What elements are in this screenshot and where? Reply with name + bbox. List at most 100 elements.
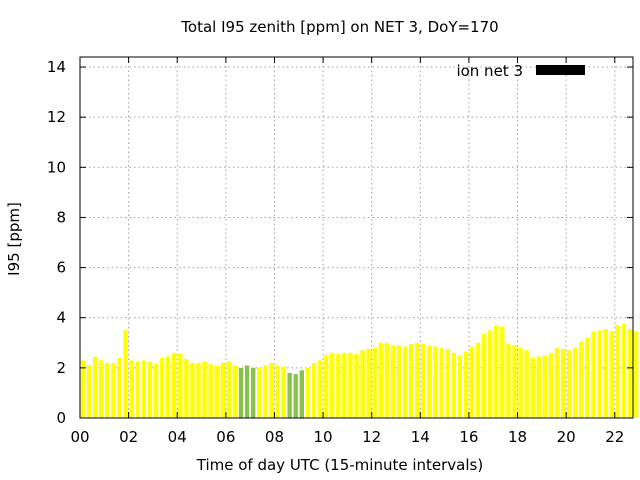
bar (372, 347, 377, 418)
bar (147, 361, 153, 418)
bar (330, 352, 335, 418)
bar (214, 365, 219, 418)
bar (263, 365, 268, 418)
bar (542, 355, 548, 418)
x-tick-label: 16 (459, 428, 478, 446)
bar (524, 350, 529, 418)
bar (579, 341, 584, 418)
x-tick-label: 02 (119, 428, 138, 446)
bar (463, 351, 469, 418)
y-tick-label: 0 (56, 409, 66, 427)
bar (554, 347, 560, 418)
bar (488, 330, 493, 418)
bar (396, 345, 402, 418)
bar (190, 362, 195, 418)
bar (323, 355, 329, 418)
bar (591, 331, 596, 418)
bar (512, 345, 517, 418)
bar (293, 374, 298, 418)
bar (141, 360, 146, 418)
bar (469, 346, 475, 418)
bar (159, 357, 165, 418)
bar (275, 365, 280, 418)
bar (475, 342, 481, 418)
legend: ion net 3 (456, 62, 585, 80)
bar (500, 326, 505, 418)
bar (269, 362, 274, 418)
bars (80, 310, 640, 419)
bar (311, 362, 317, 418)
bar (481, 334, 487, 418)
bar (220, 362, 225, 418)
bar (506, 344, 511, 418)
y-tick-label: 12 (47, 108, 66, 126)
bar (202, 361, 207, 418)
bar (378, 342, 383, 418)
bar (93, 356, 98, 418)
bar (354, 354, 359, 418)
bar (165, 356, 171, 418)
bar (251, 367, 256, 418)
x-tick-label: 14 (411, 428, 430, 446)
chart-title: Total I95 zenith [ppm] on NET 3, DoY=170 (180, 18, 498, 36)
bar (439, 347, 444, 418)
x-tick-label: 00 (70, 428, 89, 446)
bar (621, 323, 627, 418)
y-tick-label: 4 (56, 309, 66, 327)
bar (135, 361, 140, 418)
legend-label: ion net 3 (456, 62, 523, 80)
x-tick-label: 08 (265, 428, 284, 446)
bar (111, 362, 116, 418)
x-tick-label: 12 (362, 428, 381, 446)
bar (244, 365, 250, 418)
bar (633, 331, 639, 418)
plot-frame (79, 56, 634, 419)
x-tick-label: 04 (168, 428, 187, 446)
bar (348, 352, 353, 418)
bar (494, 325, 499, 418)
bar (196, 362, 201, 418)
bar (585, 337, 590, 418)
legend-swatch (536, 65, 585, 75)
bar (238, 367, 244, 418)
bar (597, 330, 602, 418)
bar (603, 329, 608, 418)
bar (409, 344, 414, 418)
x-tick-label: 10 (314, 428, 333, 446)
y-axis-label: I95 [ppm] (5, 202, 23, 276)
bar (305, 367, 311, 418)
bar (360, 350, 365, 418)
bar (518, 347, 523, 418)
bar (402, 346, 408, 418)
bar (433, 346, 438, 418)
bar (105, 362, 110, 418)
y-tick-label: 10 (47, 158, 66, 176)
bar (445, 349, 450, 418)
bar (548, 352, 554, 418)
bar (627, 329, 633, 418)
bar (421, 344, 426, 418)
bar (427, 345, 432, 418)
x-tick-label: 18 (508, 428, 527, 446)
bar (257, 367, 262, 418)
bar (366, 349, 371, 418)
bar (86, 365, 92, 418)
y-tick-label: 6 (56, 259, 66, 277)
bar (281, 366, 286, 418)
bar (117, 357, 122, 418)
bar (415, 342, 420, 418)
bar (178, 354, 183, 418)
bar (573, 347, 578, 418)
bar (208, 364, 213, 418)
bar (80, 360, 86, 418)
bar (226, 361, 232, 418)
x-tick-label: 06 (216, 428, 235, 446)
bar (336, 354, 341, 418)
bar (457, 355, 462, 418)
bar (317, 360, 323, 418)
bar (153, 364, 159, 418)
bar (567, 350, 572, 418)
bar (99, 360, 104, 418)
